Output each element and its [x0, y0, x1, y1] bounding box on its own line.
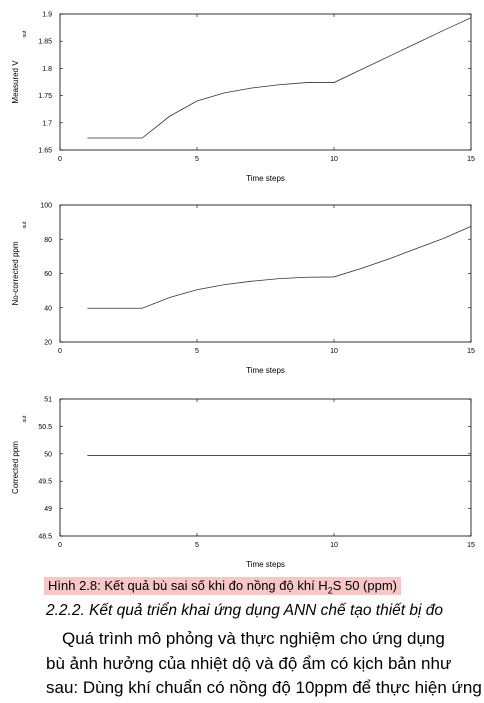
- figure-caption: Hình 2.8: Kết quả bù sai số khi đo nồng …: [44, 577, 402, 596]
- x-tick-label: 10: [330, 542, 338, 549]
- y-tick-label: 1.85: [38, 39, 52, 46]
- y-tick-label: 1.9: [42, 12, 52, 19]
- x-tick-label: 10: [330, 348, 338, 355]
- paragraph-line: bù ảnh hưởng của nhiệt dộ và độ ẩm có kị…: [46, 653, 452, 673]
- y-tick-label: 49: [44, 506, 52, 513]
- y-axis-label-subscript: out: [22, 221, 28, 229]
- y-axis-label-subscript: out: [22, 415, 28, 423]
- plot-frame-2: [59, 204, 472, 343]
- x-tick-label: 15: [467, 348, 475, 355]
- y-tick-label: 1.75: [38, 93, 52, 100]
- y-axis-label: Measured V: [11, 60, 20, 104]
- paragraph-line: Quá trình mô phỏng và thực nghiệm cho ứn…: [62, 629, 445, 648]
- y-axis-label-subscript: out: [22, 30, 28, 38]
- x-tick-label: 0: [58, 348, 62, 355]
- y-tick-label: 20: [44, 340, 52, 347]
- x-tick-label: 0: [58, 542, 62, 549]
- body-paragraph: Quá trình mô phỏng và thực nghiệm cho ứn…: [46, 627, 482, 701]
- x-axis-label: Time steps: [246, 560, 285, 569]
- caption-suffix: S 50 (ppm): [332, 578, 398, 593]
- y-tick-label: 80: [44, 237, 52, 244]
- y-tick-label: 1.8: [42, 66, 52, 73]
- x-tick-label: 5: [195, 542, 199, 549]
- y-tick-label: 51: [44, 397, 52, 404]
- section-heading: 2.2.2. Kết quả triển khai ứng dụng ANN c…: [46, 602, 444, 619]
- y-tick-label: 60: [44, 271, 52, 278]
- x-tick-label: 5: [195, 156, 199, 163]
- y-axis-label: Corrected ppm: [11, 441, 20, 494]
- plot-frame-3: [59, 398, 472, 537]
- x-tick-label: 15: [467, 156, 475, 163]
- y-tick-label: 1.7: [42, 120, 52, 127]
- x-tick-label: 10: [330, 156, 338, 163]
- x-axis-label: Time steps: [246, 174, 285, 183]
- caption-prefix: Hình 2.8: Kết quả bù sai số khi đo nồng …: [48, 578, 328, 593]
- y-tick-label: 48.5: [38, 534, 52, 541]
- y-axis-label: No-corrected ppm: [11, 241, 20, 305]
- y-tick-label: 49.5: [38, 479, 52, 486]
- x-tick-label: 5: [195, 348, 199, 355]
- x-tick-label: 15: [467, 542, 475, 549]
- series-line: [87, 17, 472, 139]
- y-tick-label: 50: [44, 451, 52, 458]
- y-tick-label: 100: [40, 203, 52, 210]
- paragraph-line: sau: Dùng khí chuẩn có nồng độ 10ppm để …: [46, 678, 482, 697]
- plot-frame-1: [59, 13, 472, 151]
- series-line: [87, 226, 472, 309]
- caption-subscript: 2: [327, 585, 333, 596]
- y-tick-label: 50.5: [38, 424, 52, 431]
- y-tick-label: 40: [44, 305, 52, 312]
- x-axis-label: Time steps: [246, 366, 285, 375]
- y-tick-label: 1.65: [38, 148, 52, 155]
- x-tick-label: 0: [58, 156, 62, 163]
